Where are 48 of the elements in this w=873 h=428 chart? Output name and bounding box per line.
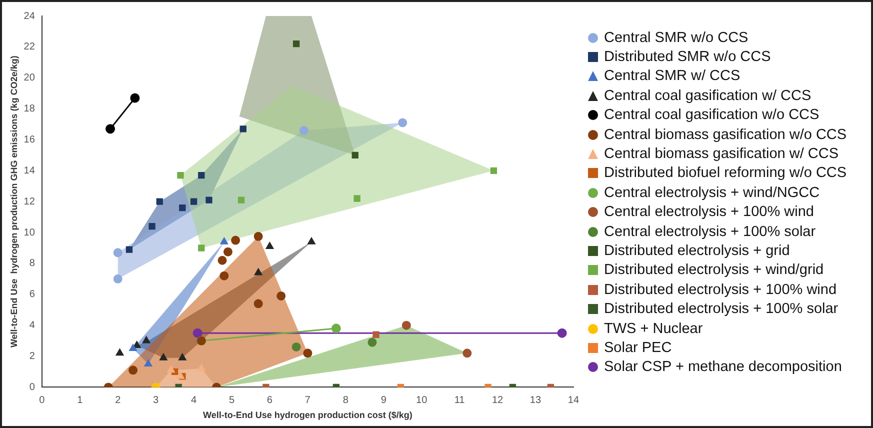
x-tick-label: 2: [115, 394, 122, 406]
legend-label: Distributed electrolysis + 100% wind: [604, 282, 837, 298]
legend-label: Distributed biofuel reforming w/o CCS: [604, 165, 847, 182]
y-tick-label: 24: [24, 10, 36, 22]
y-tick-label: 16: [24, 134, 36, 146]
x-tick-label: 8: [342, 394, 349, 406]
x-tick-label: 12: [492, 394, 504, 406]
x-axis-title: Well-to-End Use hydrogen production cost ($/kg): [203, 410, 412, 420]
x-tick-label: 7: [304, 394, 311, 406]
legend-label: Central coal gasification w/ CCS: [604, 88, 812, 104]
x-tick-label: 5: [228, 394, 235, 406]
y-tick-label: 20: [24, 72, 36, 84]
x-tick-label: 1: [77, 394, 84, 406]
legend-label: Central electrolysis + wind/NGCC: [604, 184, 820, 201]
x-tick-label: 10: [416, 394, 428, 406]
y-tick-label: 12: [24, 196, 36, 208]
legend-label: Solar PEC: [604, 340, 672, 356]
legend-label: Central biomass gasification w/ CCS: [604, 146, 839, 162]
y-tick-label: 22: [24, 42, 36, 53]
y-tick-label: 14: [24, 165, 36, 176]
y-tick-label: 4: [29, 320, 36, 332]
legend-label: Distributed SMR w/o CCS: [604, 49, 771, 66]
y-tick-label: 6: [29, 289, 36, 300]
legend-label: Solar CSP + methane decomposition: [604, 359, 842, 376]
x-tick-label: 13: [530, 394, 542, 406]
x-tick-label: 11: [454, 394, 466, 406]
legend-label: TWS + Nuclear: [604, 320, 703, 337]
legend-label: Central SMR w/ CCS: [604, 68, 740, 84]
y-tick-label: 10: [24, 227, 36, 238]
legend-label: Distributed electrolysis + grid: [604, 242, 790, 259]
x-tick-label: 14: [568, 394, 580, 406]
legend-label: Central electrolysis + 100% solar: [604, 224, 816, 240]
y-axis-title: Well-to-End Use hydrogen production GHG emissions (kg CO2e/kg): [8, 56, 19, 348]
legend-label: Distributed electrolysis + wind/grid: [604, 262, 824, 278]
x-tick-label: 6: [266, 394, 273, 406]
legend-label: Central biomass gasification w/o CCS: [604, 126, 847, 143]
legend-label: Distributed electrolysis + 100% solar: [604, 301, 838, 318]
x-tick-label: 9: [380, 394, 387, 406]
y-tick-label: 8: [29, 258, 36, 270]
x-tick-label: 0: [39, 394, 46, 406]
legend-label: Central coal gasification w/o CCS: [604, 107, 820, 124]
x-tick-label: 3: [153, 394, 160, 406]
y-tick-label: 18: [24, 104, 36, 115]
y-tick-label: 2: [29, 351, 36, 362]
x-tick-label: 4: [191, 394, 198, 406]
y-tick-label: 0: [29, 382, 36, 393]
legend-label: Central electrolysis + 100% wind: [604, 204, 814, 220]
legend-label: Central SMR w/o CCS: [604, 30, 748, 46]
